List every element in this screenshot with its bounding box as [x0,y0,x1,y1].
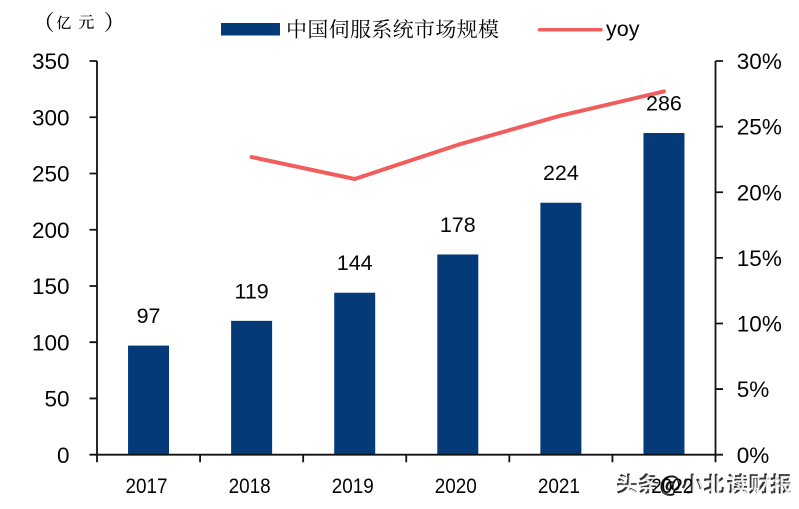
svg-text:119: 119 [234,279,268,303]
svg-text:178: 178 [440,213,476,237]
svg-text:25%: 25% [737,115,782,140]
svg-text:286: 286 [646,91,682,115]
svg-text:5%: 5% [737,377,770,402]
svg-text:2019: 2019 [332,473,374,498]
svg-text:2017: 2017 [126,473,168,498]
svg-text:300: 300 [32,105,70,130]
svg-text:0%: 0% [737,443,770,468]
svg-text:200: 200 [32,218,70,243]
svg-text:150: 150 [32,274,70,299]
svg-text:50: 50 [44,387,69,412]
svg-text:0: 0 [57,443,70,468]
svg-text:30%: 30% [737,49,782,74]
svg-text:yoy: yoy [606,17,640,41]
svg-text:144: 144 [337,251,373,275]
svg-text:2021: 2021 [538,473,580,498]
svg-text:224: 224 [543,161,579,185]
svg-text:10%: 10% [737,312,782,337]
svg-text:15%: 15% [737,246,782,271]
svg-text:20%: 20% [737,180,782,205]
svg-text:97: 97 [137,304,161,328]
svg-text:100: 100 [32,330,70,355]
svg-text:2020: 2020 [435,473,477,498]
svg-text:2018: 2018 [229,473,271,498]
svg-text:250: 250 [32,162,70,187]
svg-text:350: 350 [32,49,70,74]
